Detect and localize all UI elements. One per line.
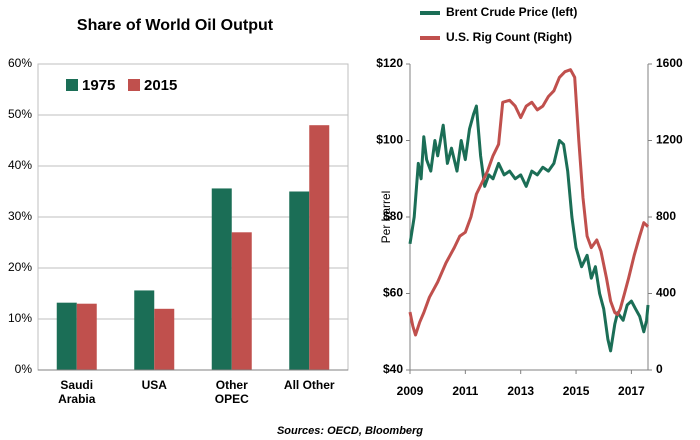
x-tick-label: USA <box>141 378 167 392</box>
y-tick-label: $80 <box>383 209 403 223</box>
x-tick-label: 2011 <box>452 384 478 398</box>
legend-label: Brent Crude Price (left) <box>446 5 577 19</box>
y-tick-label: $60 <box>383 286 403 300</box>
x-tick-label-box: Other OPEC <box>214 378 249 406</box>
series-line <box>408 104 650 353</box>
y2-tick-label: 0 <box>656 362 663 376</box>
bar <box>211 188 232 370</box>
x-tick-label: All Other <box>283 378 335 392</box>
legend-swatch <box>128 79 140 91</box>
legend-label: 2015 <box>144 77 177 94</box>
bar <box>154 308 175 370</box>
x-tick-label-box: USA <box>141 378 167 392</box>
bar <box>309 125 330 370</box>
x-tick-label: 2015 <box>563 384 590 398</box>
bar <box>56 302 77 370</box>
x-tick-label: 2017 <box>618 384 645 398</box>
x-tick-label: Saudi Arabia <box>58 378 96 406</box>
bar <box>231 232 252 370</box>
y-tick-label: 30% <box>8 209 32 223</box>
y-tick-label: 0% <box>15 362 33 376</box>
y2-tick-label: 800 <box>656 209 676 223</box>
x-tick-label-box: All Other <box>283 378 335 392</box>
legend-label: 1975 <box>82 77 115 94</box>
y2-tick-label: 1200 <box>656 133 683 147</box>
y2-tick-label: 400 <box>656 286 676 300</box>
source: Sources: OECD, Bloomberg <box>277 425 423 437</box>
bar <box>134 290 155 370</box>
y-tick-label: $40 <box>383 362 403 376</box>
x-tick-label-box: Saudi Arabia <box>58 378 96 406</box>
y-tick-label: 40% <box>8 158 32 172</box>
legend-label: U.S. Rig Count (Right) <box>446 30 572 44</box>
y2-tick-label: 1600 <box>656 56 683 70</box>
x-tick-label: 2009 <box>397 384 424 398</box>
y-tick-label: 60% <box>8 56 32 70</box>
bar <box>289 191 310 370</box>
y-tick-label: $100 <box>376 133 403 147</box>
y-axis-label: Per barrel <box>379 191 393 244</box>
series-line <box>408 68 650 337</box>
bar <box>76 303 97 370</box>
legend-swatch <box>66 79 78 91</box>
chart-title: Share of World Oil Output <box>77 17 274 34</box>
x-tick-label: 2013 <box>507 384 534 398</box>
x-tick-label: Other OPEC <box>214 378 249 406</box>
y-tick-label: 20% <box>8 260 32 274</box>
y-tick-label: 10% <box>8 311 32 325</box>
y-tick-label: 50% <box>8 107 32 121</box>
y-tick-label: $120 <box>376 56 403 70</box>
